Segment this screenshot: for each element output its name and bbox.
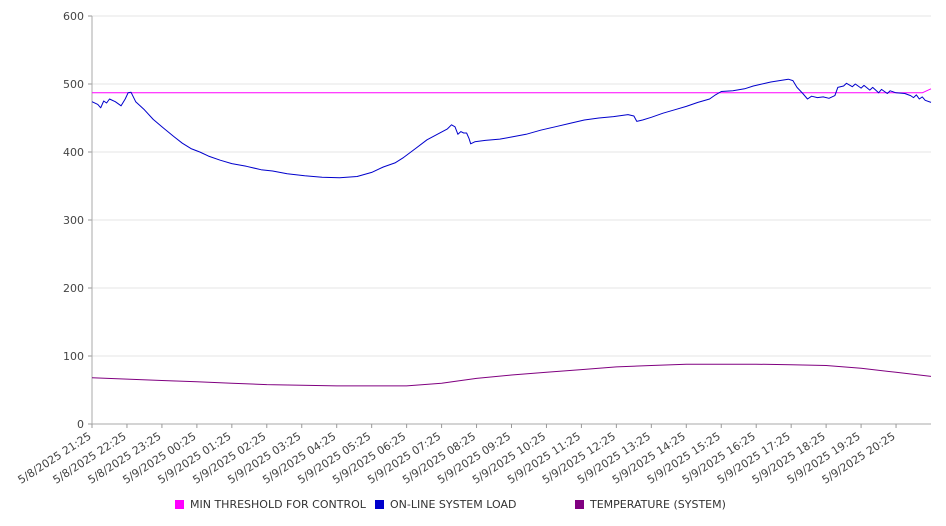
y-tick-label: 0 <box>77 418 84 431</box>
x-axis-ticks: 5/8/2025 21:255/8/2025 22:255/8/2025 23:… <box>16 430 898 487</box>
y-tick-label: 500 <box>63 78 84 91</box>
y-axis-ticks: 0 100 200 300 400 500 600 <box>63 10 84 431</box>
y-tick-label: 200 <box>63 282 84 295</box>
legend-item-online-system-load: ON-LINE SYSTEM LOAD <box>375 498 516 511</box>
legend-item-min-threshold: MIN THRESHOLD FOR CONTROL <box>175 498 366 511</box>
legend-label: MIN THRESHOLD FOR CONTROL <box>190 498 366 511</box>
series-line <box>91 363 932 387</box>
legend-swatch <box>575 500 584 509</box>
axes <box>88 15 931 428</box>
legend-label: ON-LINE SYSTEM LOAD <box>390 498 517 511</box>
series-line <box>91 78 932 179</box>
chart-legend: MIN THRESHOLD FOR CONTROL ON-LINE SYSTEM… <box>0 498 946 514</box>
y-tick-label: 600 <box>63 10 84 23</box>
legend-swatch <box>175 500 184 509</box>
y-tick-label: 100 <box>63 350 84 363</box>
legend-label: TEMPERATURE (SYSTEM) <box>590 498 726 511</box>
y-tick-label: 400 <box>63 146 84 159</box>
series-lines <box>91 78 932 387</box>
series-line <box>92 88 932 94</box>
legend-item-temperature: TEMPERATURE (SYSTEM) <box>575 498 726 511</box>
gridlines <box>92 15 931 357</box>
legend-swatch <box>375 500 384 509</box>
y-tick-label: 300 <box>63 214 84 227</box>
